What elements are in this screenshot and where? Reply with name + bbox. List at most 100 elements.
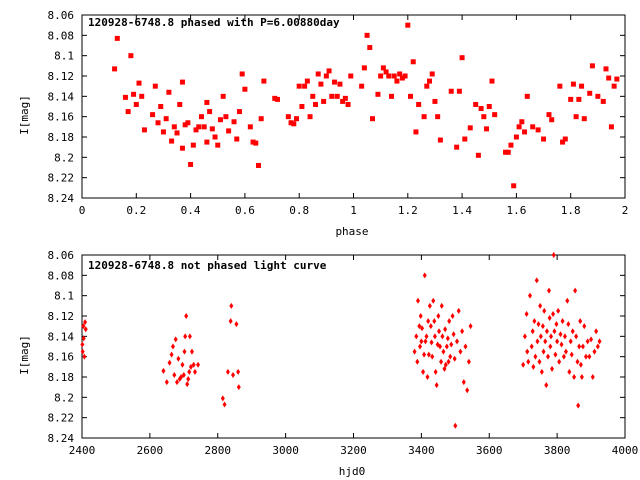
data-point	[576, 402, 581, 409]
phased-y-tick-label: 8.1	[54, 50, 74, 63]
raw-y-tick-label: 8.12	[48, 310, 75, 323]
data-point	[429, 71, 435, 77]
data-point	[606, 75, 612, 81]
data-point	[461, 379, 466, 386]
data-point	[538, 302, 543, 309]
data-point	[525, 348, 530, 355]
data-point	[460, 328, 465, 335]
data-point	[453, 422, 458, 429]
data-point	[397, 71, 403, 77]
data-point	[253, 140, 259, 146]
raw-y-tick-label: 8.22	[48, 412, 75, 425]
data-point	[215, 142, 221, 148]
data-point	[359, 83, 365, 89]
data-point	[331, 79, 337, 85]
data-point	[536, 321, 541, 328]
data-point	[236, 384, 241, 391]
data-point	[426, 318, 431, 325]
data-point	[418, 313, 423, 319]
phased-y-tick-label: 8.08	[48, 29, 75, 42]
data-point	[190, 142, 196, 148]
data-point	[186, 376, 191, 383]
data-point	[589, 336, 594, 343]
data-point	[463, 343, 468, 350]
data-point	[228, 318, 233, 325]
data-point	[83, 326, 88, 333]
data-point	[128, 53, 134, 59]
data-point	[378, 73, 384, 79]
data-point	[438, 343, 443, 350]
data-point	[568, 96, 574, 102]
phased-x-tick-label: 1.6	[506, 204, 526, 217]
data-point	[549, 333, 554, 340]
data-point	[419, 338, 424, 345]
data-point	[421, 368, 426, 375]
data-point	[204, 139, 210, 145]
data-point	[188, 161, 194, 167]
data-point	[345, 101, 351, 107]
data-point	[545, 353, 550, 360]
data-point	[399, 75, 405, 81]
data-point	[486, 104, 492, 109]
data-point	[587, 90, 593, 96]
data-point	[560, 318, 565, 325]
data-point	[449, 341, 454, 348]
data-point	[272, 95, 278, 101]
data-point	[562, 333, 567, 340]
data-point	[551, 310, 556, 317]
data-point	[541, 348, 546, 355]
data-point	[435, 114, 441, 120]
data-point	[454, 144, 460, 150]
data-point	[462, 136, 468, 142]
data-point	[546, 287, 551, 294]
raw-y-tick-label: 8.06	[48, 249, 75, 262]
data-point	[361, 65, 367, 71]
data-point	[421, 114, 427, 120]
data-point	[189, 348, 194, 355]
data-point	[432, 333, 437, 340]
data-point	[370, 116, 376, 122]
data-point	[423, 338, 428, 345]
data-point	[576, 96, 582, 102]
data-point	[310, 93, 316, 99]
phased-y-tick-label: 8.22	[48, 172, 75, 185]
data-point	[439, 302, 444, 309]
data-point	[255, 162, 261, 168]
data-point	[222, 401, 227, 408]
data-point	[578, 318, 583, 325]
data-point	[261, 78, 267, 84]
data-point	[164, 379, 169, 386]
data-point	[567, 368, 572, 375]
data-point	[556, 307, 561, 314]
data-point	[318, 81, 324, 87]
data-point	[408, 93, 414, 99]
data-point	[553, 351, 558, 358]
data-point	[549, 117, 555, 123]
data-point	[83, 319, 88, 326]
data-point	[516, 124, 522, 130]
phased-light-curve-panel: 120928-6748.8 phased with P=6.00880day p…	[18, 9, 628, 238]
raw-x-tick-label: 3600	[476, 444, 503, 457]
data-point	[442, 365, 447, 372]
data-point	[274, 96, 280, 102]
data-point	[595, 343, 600, 350]
data-point	[426, 351, 431, 358]
data-point	[565, 297, 570, 304]
data-point	[484, 126, 490, 132]
data-point	[342, 95, 348, 101]
data-point	[522, 129, 528, 135]
data-point	[432, 318, 437, 325]
data-point	[307, 114, 313, 120]
data-point	[546, 112, 552, 118]
data-point	[193, 127, 199, 133]
data-point	[433, 368, 438, 375]
data-point	[427, 302, 432, 309]
phased-y-tick-label: 8.2	[54, 151, 74, 164]
data-point	[558, 331, 563, 338]
data-point	[386, 73, 392, 79]
data-point	[563, 348, 568, 355]
data-point	[547, 315, 552, 322]
data-point	[447, 318, 452, 325]
data-point	[163, 116, 169, 122]
data-point	[220, 93, 226, 99]
